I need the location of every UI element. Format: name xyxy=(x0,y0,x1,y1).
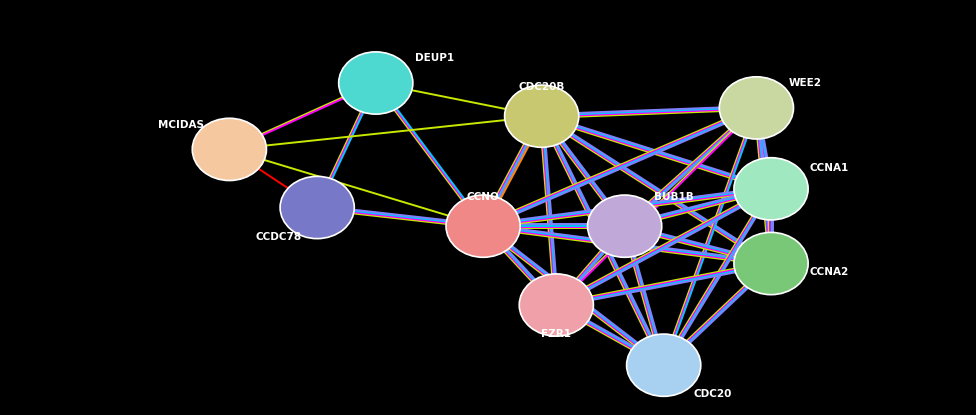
Ellipse shape xyxy=(280,176,354,239)
Ellipse shape xyxy=(339,52,413,114)
Text: CCNA1: CCNA1 xyxy=(810,163,849,173)
Text: DEUP1: DEUP1 xyxy=(415,53,454,63)
Ellipse shape xyxy=(588,195,662,257)
Text: CCNO: CCNO xyxy=(467,192,500,202)
Text: BUB1B: BUB1B xyxy=(654,192,693,202)
Ellipse shape xyxy=(734,232,808,295)
Ellipse shape xyxy=(192,118,266,181)
Ellipse shape xyxy=(627,334,701,396)
Text: WEE2: WEE2 xyxy=(789,78,822,88)
Text: CDC20B: CDC20B xyxy=(518,82,565,92)
Text: FZR1: FZR1 xyxy=(542,329,571,339)
Text: CCNA2: CCNA2 xyxy=(810,267,849,277)
Text: MCIDAS: MCIDAS xyxy=(157,120,204,129)
Ellipse shape xyxy=(719,77,793,139)
Ellipse shape xyxy=(734,158,808,220)
Text: CDC20: CDC20 xyxy=(693,389,732,399)
Text: CCDC78: CCDC78 xyxy=(255,232,302,242)
Ellipse shape xyxy=(519,274,593,336)
Ellipse shape xyxy=(446,195,520,257)
Ellipse shape xyxy=(505,85,579,147)
